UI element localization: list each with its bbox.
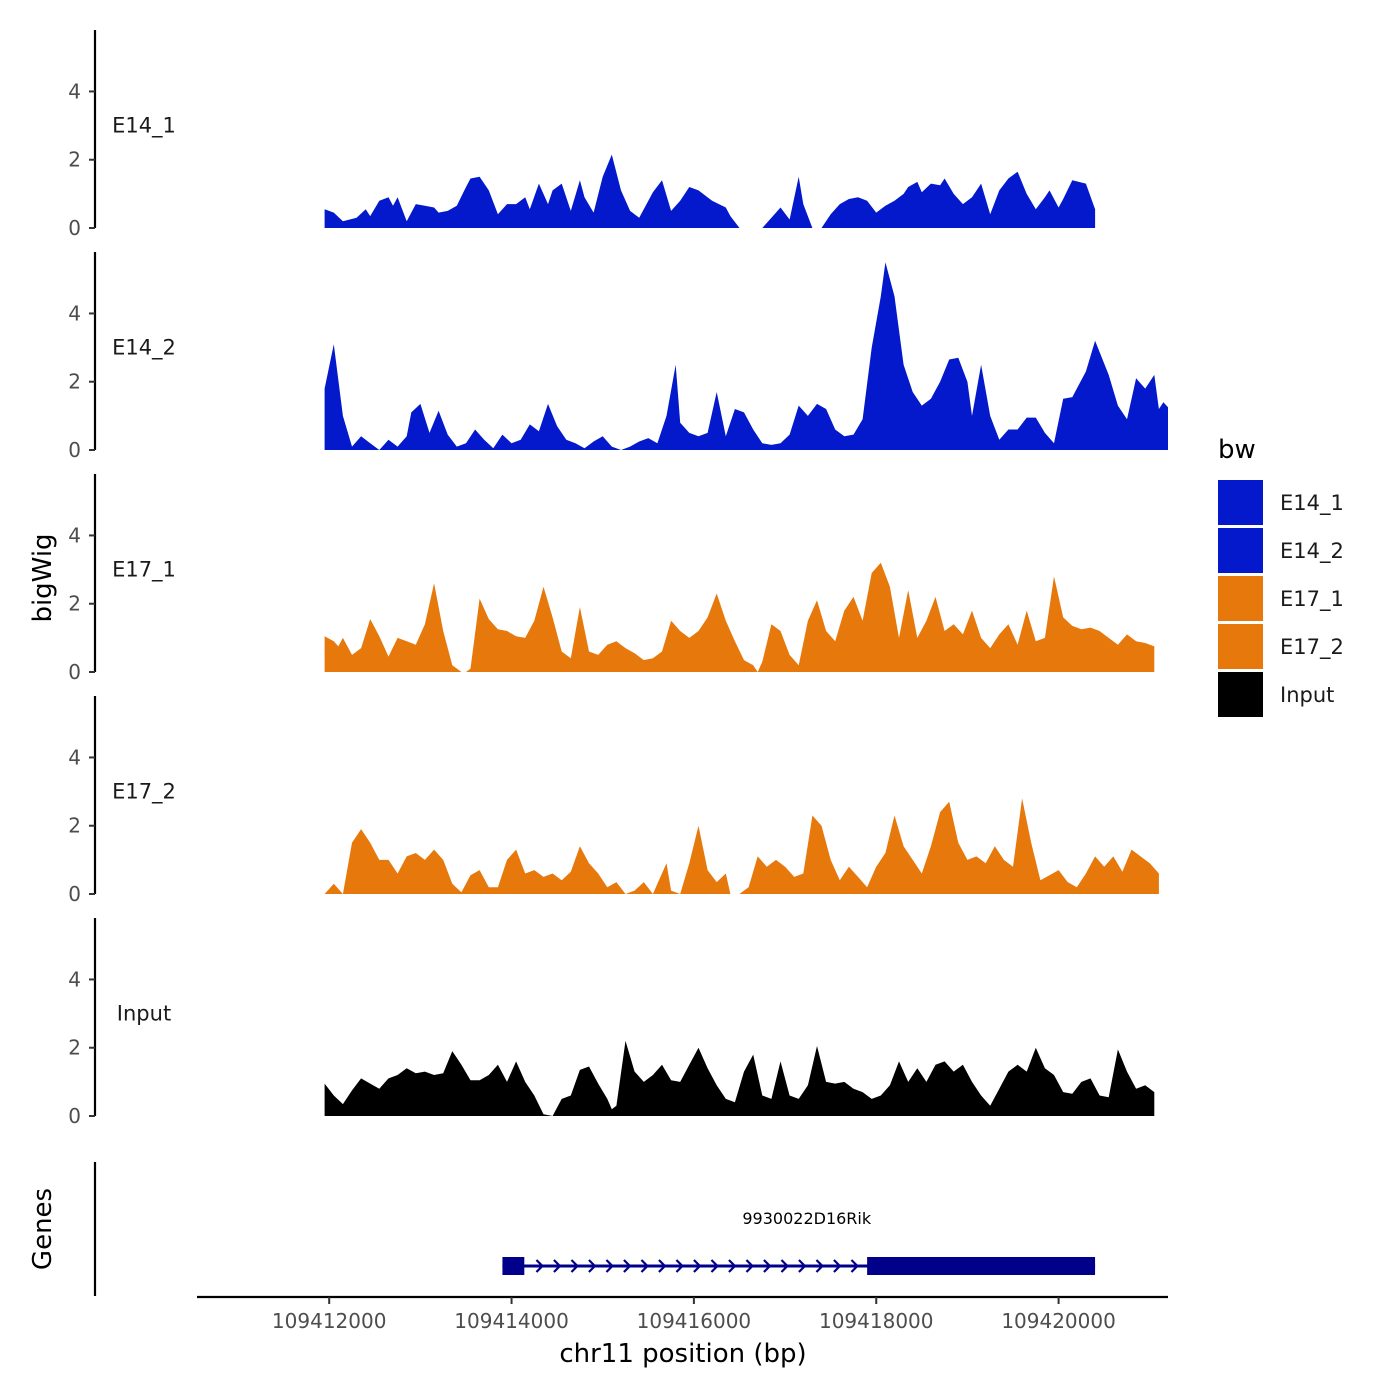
x-tick-label: 109420000 <box>1001 1309 1116 1333</box>
signal-tracks: 0 2 4 E14_1 0 2 4 E14_2 0 2 4 E17_1 0 2 4 E17_2 0 2 4 Input <box>68 30 1169 1128</box>
legend-swatch <box>1218 480 1263 525</box>
signal-area-Input <box>324 1040 1155 1116</box>
legend-entry-Input: Input <box>1218 672 1334 717</box>
strand-chevron <box>745 1259 754 1273</box>
strand-chevron <box>675 1259 684 1273</box>
strand-chevron <box>623 1259 632 1273</box>
y-tick-label: 0 <box>68 660 81 684</box>
strand-chevron <box>728 1259 737 1273</box>
strand-chevron <box>570 1259 579 1273</box>
genes-axis-title: Genes <box>28 1188 58 1270</box>
strand-chevron <box>553 1259 562 1273</box>
y-tick-label: 2 <box>68 148 81 172</box>
strand-chevron <box>763 1259 772 1273</box>
legend-entries: E14_1 E14_2 E17_1 E17_2 Input <box>1218 480 1344 717</box>
track-label: E17_2 <box>112 779 176 804</box>
strand-chevron <box>605 1259 614 1273</box>
track-label: E17_1 <box>112 557 176 582</box>
strand-chevron <box>833 1259 842 1273</box>
x-tick-label: 109416000 <box>637 1309 752 1333</box>
signal-area-E17_1 <box>324 562 1155 672</box>
y-tick-label: 0 <box>68 216 81 240</box>
x-tick-label: 109412000 <box>272 1309 387 1333</box>
signal-area-E17_2 <box>324 798 1159 894</box>
track-label: E14_2 <box>112 335 176 360</box>
y-tick-label: 2 <box>68 370 81 394</box>
track-label: Input <box>117 1001 171 1025</box>
y-tick-label: 2 <box>68 592 81 616</box>
gene-track: 9930022D16Rik <box>93 1162 1096 1296</box>
strand-chevron <box>658 1259 667 1273</box>
y-tick-label: 0 <box>68 1104 81 1128</box>
x-tick-label: 109414000 <box>454 1309 569 1333</box>
y-tick-label: 2 <box>68 814 81 838</box>
strand-chevron <box>710 1259 719 1273</box>
signal-area-E14_2 <box>324 262 1169 450</box>
y-tick-label: 4 <box>68 301 81 325</box>
legend-swatch <box>1218 528 1263 573</box>
legend-swatch <box>1218 576 1263 621</box>
y-tick-label: 2 <box>68 1036 81 1060</box>
x-axis-title: chr11 position (bp) <box>559 1339 806 1369</box>
legend-label: E17_1 <box>1280 587 1344 612</box>
track-E14_1: 0 2 4 E14_1 <box>68 30 1096 240</box>
strand-chevron <box>640 1259 649 1273</box>
legend-entry-E17_2: E17_2 <box>1218 624 1344 669</box>
legend-swatch <box>1218 672 1263 717</box>
y-tick-label: 0 <box>68 438 81 462</box>
y-tick-label: 4 <box>68 745 81 769</box>
gene-exon <box>502 1257 525 1275</box>
strand-chevron <box>693 1259 702 1273</box>
legend-entry-E14_2: E14_2 <box>1218 528 1344 573</box>
strand-chevron <box>850 1259 859 1273</box>
legend-label: E14_1 <box>1280 491 1344 516</box>
strand-chevron <box>815 1259 824 1273</box>
strand-chevron <box>535 1259 544 1273</box>
y-axis-title: bigWig <box>28 533 58 622</box>
signal-area-E14_1 <box>324 154 1096 228</box>
legend-label: Input <box>1280 683 1334 707</box>
legend-swatch <box>1218 624 1263 669</box>
y-tick-label: 4 <box>68 79 81 103</box>
strand-chevron <box>798 1259 807 1273</box>
y-tick-label: 4 <box>68 523 81 547</box>
legend-title: bw <box>1218 435 1256 465</box>
track-Input: 0 2 4 Input <box>68 918 1155 1128</box>
track-E17_2: 0 2 4 E17_2 <box>68 696 1159 906</box>
legend: bw E14_1 E14_2 E17_1 E17_2 Input <box>1218 435 1344 717</box>
track-E17_1: 0 2 4 E17_1 <box>68 474 1155 684</box>
legend-label: E14_2 <box>1280 539 1344 564</box>
track-label: E14_1 <box>112 113 176 138</box>
x-tick-label: 109418000 <box>819 1309 934 1333</box>
legend-entry-E14_1: E14_1 <box>1218 480 1344 525</box>
strand-chevron <box>780 1259 789 1273</box>
gene-name-label: 9930022D16Rik <box>742 1209 872 1228</box>
x-axis: 109412000 109414000 109416000 109418000 1094… <box>197 1295 1168 1333</box>
track-E14_2: 0 2 4 E14_2 <box>68 252 1169 462</box>
legend-entry-E17_1: E17_1 <box>1218 576 1344 621</box>
strand-chevron <box>588 1259 597 1273</box>
y-tick-label: 0 <box>68 882 81 906</box>
legend-label: E17_2 <box>1280 635 1344 660</box>
y-tick-label: 4 <box>68 967 81 991</box>
gene-exon <box>867 1257 1096 1275</box>
